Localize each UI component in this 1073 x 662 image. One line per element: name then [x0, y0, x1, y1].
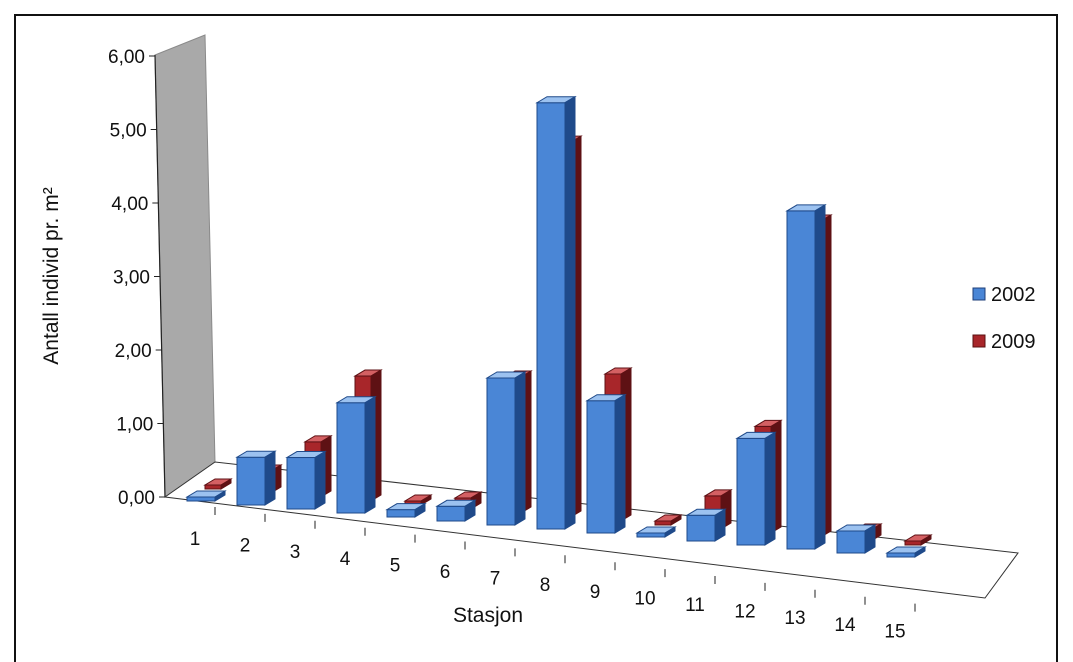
- bar-side-2002: [614, 393, 626, 534]
- bar-2002: [436, 505, 466, 522]
- bar-side-2009: [670, 514, 682, 526]
- chart-frame: [14, 14, 1058, 662]
- bar-2002: [336, 402, 366, 514]
- bar-side-2002: [364, 395, 376, 514]
- bar-2002: [636, 532, 666, 538]
- bar-side-2002: [264, 450, 276, 506]
- y-tick-label: 1,00: [116, 415, 153, 436]
- bar-side-2002: [914, 546, 926, 558]
- bar-side-2009: [220, 478, 232, 490]
- bar-side-2002: [764, 431, 776, 546]
- x-axis-title: Stasjon: [453, 604, 523, 627]
- bar-2002: [586, 400, 616, 534]
- bar-2002: [386, 509, 416, 518]
- bar-side-2002: [314, 450, 326, 510]
- x-tick-label: 7: [490, 569, 501, 590]
- bar-side-2002: [664, 526, 676, 538]
- legend: 2002 2009: [972, 284, 1036, 353]
- bar-2009: [654, 520, 672, 526]
- y-tick-label: 3,00: [113, 268, 150, 289]
- bar-2002: [286, 457, 316, 510]
- legend-label-2009: 2009: [991, 331, 1036, 353]
- y-tick-label: 0,00: [118, 488, 155, 509]
- bar-2002: [486, 377, 516, 526]
- y-tick-label: 2,00: [115, 341, 152, 362]
- bar-side-2002: [814, 204, 826, 550]
- legend-swatch-2009: [972, 334, 986, 348]
- bar-2002: [186, 496, 216, 502]
- y-axis-ticks: 0,00 1,00 2,00 3,00 4,00 5,00 6,00: [108, 47, 165, 509]
- bar-side-2002: [464, 499, 476, 522]
- x-tick-label: 4: [340, 549, 351, 570]
- x-tick-label: 11: [685, 595, 705, 616]
- legend-label-2002: 2002: [991, 284, 1036, 306]
- bar-2002: [236, 456, 266, 506]
- y-tick-label: 5,00: [110, 121, 147, 142]
- bar-side-2002: [714, 508, 726, 542]
- bar-2002: [736, 437, 766, 546]
- chart-back-wall: [154, 34, 216, 498]
- y-tick-label: 4,00: [111, 194, 148, 215]
- chart-bars: [185, 95, 933, 558]
- bar-2009: [904, 540, 922, 546]
- x-tick-label: 8: [540, 575, 551, 596]
- x-tick-label: 6: [440, 562, 451, 583]
- bar-side-2002: [414, 502, 426, 518]
- x-tick-label: 1: [190, 529, 201, 550]
- bar-2009: [204, 484, 222, 490]
- bar-side-2002: [564, 95, 576, 530]
- bar-2002: [886, 552, 916, 558]
- bar-2002: [536, 102, 566, 530]
- x-tick-label: 3: [290, 542, 301, 563]
- legend-swatch-2002: [972, 287, 986, 301]
- bar-side-2002: [864, 524, 876, 554]
- bar-side-2009: [920, 534, 932, 546]
- bar-2002: [686, 514, 716, 542]
- x-tick-label: 14: [834, 615, 856, 636]
- y-tick-label: 6,00: [108, 47, 145, 68]
- bar-2002: [786, 210, 816, 550]
- bar-side-2002: [514, 371, 526, 526]
- bar-2002: [836, 530, 866, 554]
- x-axis-ticks: 1 2 3 4 5 6 7 8 9 10 11 12 13 14 15: [190, 507, 916, 642]
- bar-side-2002: [214, 490, 226, 502]
- x-tick-label: 12: [734, 602, 755, 623]
- x-tick-label: 9: [590, 582, 601, 603]
- x-tick-label: 10: [634, 588, 655, 609]
- y-axis-title: Antall individ pr. m²: [40, 187, 63, 364]
- x-tick-label: 15: [884, 621, 905, 642]
- x-tick-label: 13: [784, 608, 805, 629]
- x-tick-label: 2: [240, 536, 251, 557]
- x-tick-label: 5: [390, 555, 401, 576]
